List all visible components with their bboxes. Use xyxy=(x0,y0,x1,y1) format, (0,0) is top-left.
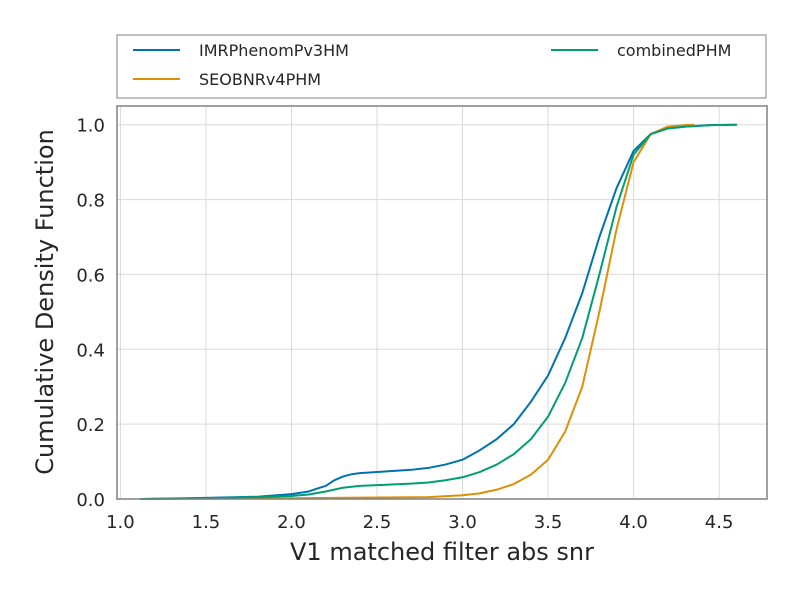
x-tick-label: 4.0 xyxy=(619,512,648,533)
y-tick-label: 1.0 xyxy=(76,116,105,137)
series-layer xyxy=(139,123,738,500)
x-tick-label: 4.5 xyxy=(705,512,734,533)
x-tick-label: 1.0 xyxy=(106,512,135,533)
x-tick-label: 1.5 xyxy=(192,512,221,533)
y-axis-label: Cumulative Density Function xyxy=(31,129,59,475)
y-axis-ticks: 0.0 0.2 0.4 0.6 0.8 1.0 xyxy=(76,116,105,511)
legend-label-combinedphm: combinedPHM xyxy=(617,41,731,60)
series-line-combinedphm xyxy=(139,123,738,500)
x-tick-label: 2.0 xyxy=(277,512,306,533)
legend-frame xyxy=(116,34,767,99)
y-tick-label: 0.2 xyxy=(76,415,105,436)
series-line-seobnrv4phm xyxy=(139,123,695,500)
x-tick-label: 3.0 xyxy=(448,512,477,533)
y-tick-label: 0.0 xyxy=(76,490,105,511)
y-tick-label: 0.4 xyxy=(76,340,105,361)
x-tick-label: 2.5 xyxy=(363,512,392,533)
y-tick-label: 0.8 xyxy=(76,191,105,212)
x-axis-label: V1 matched filter abs snr xyxy=(290,538,594,566)
y-tick-label: 0.6 xyxy=(76,265,105,286)
legend-label-imrphenompv3hm: IMRPhenomPv3HM xyxy=(199,41,349,60)
plot-frame xyxy=(116,105,768,500)
x-axis-ticks: 1.0 1.5 2.0 2.5 3.0 3.5 4.0 4.5 xyxy=(106,512,733,533)
grid xyxy=(117,106,767,500)
legend: IMRPhenomPv3HM SEOBNRv4PHM combinedPHM xyxy=(116,34,767,99)
legend-label-seobnrv4phm: SEOBNRv4PHM xyxy=(199,70,321,89)
x-tick-label: 3.5 xyxy=(534,512,563,533)
series-line-imrphenompv3hm xyxy=(139,123,738,500)
